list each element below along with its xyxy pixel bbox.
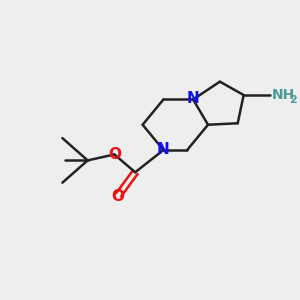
- Text: 2: 2: [289, 95, 297, 105]
- Text: NH: NH: [272, 88, 295, 102]
- Text: N: N: [157, 142, 170, 158]
- Text: N: N: [187, 91, 200, 106]
- Text: O: O: [111, 189, 124, 204]
- Text: O: O: [108, 147, 121, 162]
